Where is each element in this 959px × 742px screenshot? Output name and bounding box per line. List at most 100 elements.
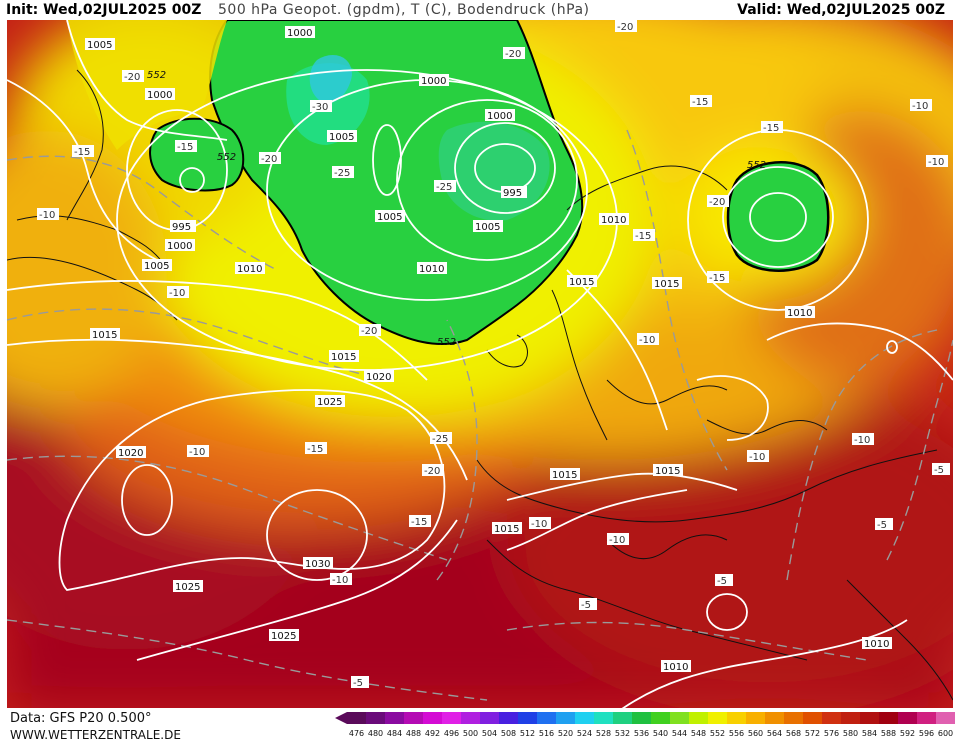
colorbar-tick-label: 600 [938,729,953,738]
pressure-label: 1025 [269,629,299,642]
colorbar-swatch [366,712,385,724]
temperature-label: -10 [529,517,551,530]
cold-low-east [726,161,830,272]
colorbar-tick-label: 476 [349,729,364,738]
svg-text:1010: 1010 [663,662,688,673]
colorbar-swatch [480,712,499,724]
geopotential-label: 552 [147,70,166,81]
colorbar-swatch [879,712,898,724]
isotherms [7,129,953,701]
svg-text:1020: 1020 [118,448,143,459]
pressure-label: 1015 [653,464,683,477]
svg-text:-15: -15 [763,123,779,134]
svg-text:-5: -5 [877,520,887,531]
pressure-label: 1005 [375,210,405,223]
svg-text:1025: 1025 [271,631,296,642]
temperature-label: -25 [434,180,456,193]
svg-text:1010: 1010 [237,264,262,275]
colorbar-tick-label: 500 [463,729,478,738]
colorbar-swatch [404,712,423,724]
svg-text:1010: 1010 [864,639,889,650]
temperature-label: -20 [122,70,144,83]
colorbar-swatch [499,712,518,724]
pressure-label: 1000 [145,88,175,101]
colorbar-arrow-low [335,712,347,724]
colorbar-swatch [917,712,936,724]
colorbar-tick-label: 556 [729,729,744,738]
temperature-label: -15 [690,95,712,108]
svg-text:1000: 1000 [487,111,512,122]
colorbar-tick-label: 480 [368,729,383,738]
temperature-label: -10 [926,155,948,168]
temperature-label: -30 [310,100,332,113]
svg-text:-30: -30 [312,102,328,113]
colorbar-tick-label: 592 [900,729,915,738]
svg-text:1000: 1000 [287,28,312,39]
svg-text:1000: 1000 [421,76,446,87]
temperature-label: -15 [409,515,431,528]
svg-text:-10: -10 [39,210,55,221]
temperature-label: -5 [715,574,733,587]
colorbar-swatch [423,712,442,724]
temperature-label: -20 [615,20,637,33]
colorbar-tick-label: 508 [501,729,516,738]
svg-text:1005: 1005 [144,261,169,272]
colorbar-swatch [632,712,651,724]
svg-text:-10: -10 [169,288,185,299]
data-source: Data: GFS P20 0.500° [10,711,152,726]
pressure-label: 1015 [329,350,359,363]
temperature-label: -10 [37,208,59,221]
svg-text:-10: -10 [639,335,655,346]
colorbar-swatch [898,712,917,724]
temperature-label: -10 [910,99,932,112]
temperature-label: -10 [852,433,874,446]
temperature-label: -20 [359,324,381,337]
svg-text:-10: -10 [332,575,348,586]
colorbar-tick-label: 536 [634,729,649,738]
colorbar-swatch [746,712,765,724]
colorbar-swatch [670,712,689,724]
colorbar-tick-label: 524 [577,729,592,738]
pressure-label: 1000 [285,26,315,39]
pressure-label: 1015 [90,328,120,341]
colorbar-swatch [765,712,784,724]
valid-time: Valid: Wed,02JUL2025 00Z [737,2,945,18]
colorbar-tick-label: 588 [881,729,896,738]
colorbar-tick-label: 552 [710,729,725,738]
svg-text:-15: -15 [635,231,651,242]
svg-text:-10: -10 [609,535,625,546]
pressure-label: 1010 [785,306,815,319]
colorbar-tick-label: 484 [387,729,402,738]
colorbar-tick-label: 504 [482,729,497,738]
isobars [7,20,953,708]
svg-text:-10: -10 [189,447,205,458]
temperature-label: -5 [875,518,893,531]
pressure-label: 995 [501,186,527,199]
svg-text:-15: -15 [709,273,725,284]
colorbar-swatch [537,712,556,724]
svg-text:1015: 1015 [494,524,519,535]
svg-text:-5: -5 [934,465,944,476]
svg-text:-5: -5 [581,600,591,611]
colorbar-swatch [936,712,955,724]
geopotential-label: 552 [437,337,456,348]
temperature-label: -10 [747,450,769,463]
map-title: 500 hPa Geopot. (gpdm), T (C), Bodendruc… [218,2,590,18]
colorbar-tick-label: 580 [843,729,858,738]
temperature-label: -5 [932,463,950,476]
weather-map: 1005 1000 1000 1000 1005 995 1000 995 10… [7,20,953,708]
geopotential-label: 552 [747,160,766,171]
svg-text:1015: 1015 [552,470,577,481]
svg-text:1030: 1030 [305,559,330,570]
temperature-labels: -20 -15 -15 -10 -10 -20 -30 -25 -25 -20 … [37,20,950,689]
website-credit: WWW.WETTERZENTRALE.DE [10,728,181,742]
temperature-label: -20 [503,47,525,60]
svg-text:-20: -20 [124,72,140,83]
svg-text:-10: -10 [531,519,547,530]
temperature-label: -15 [633,229,655,242]
pressure-label: 995 [170,220,196,233]
svg-text:1005: 1005 [475,222,500,233]
colorbar-swatch [822,712,841,724]
pressure-label: 1010 [862,637,892,650]
temperature-label: -15 [305,442,327,455]
